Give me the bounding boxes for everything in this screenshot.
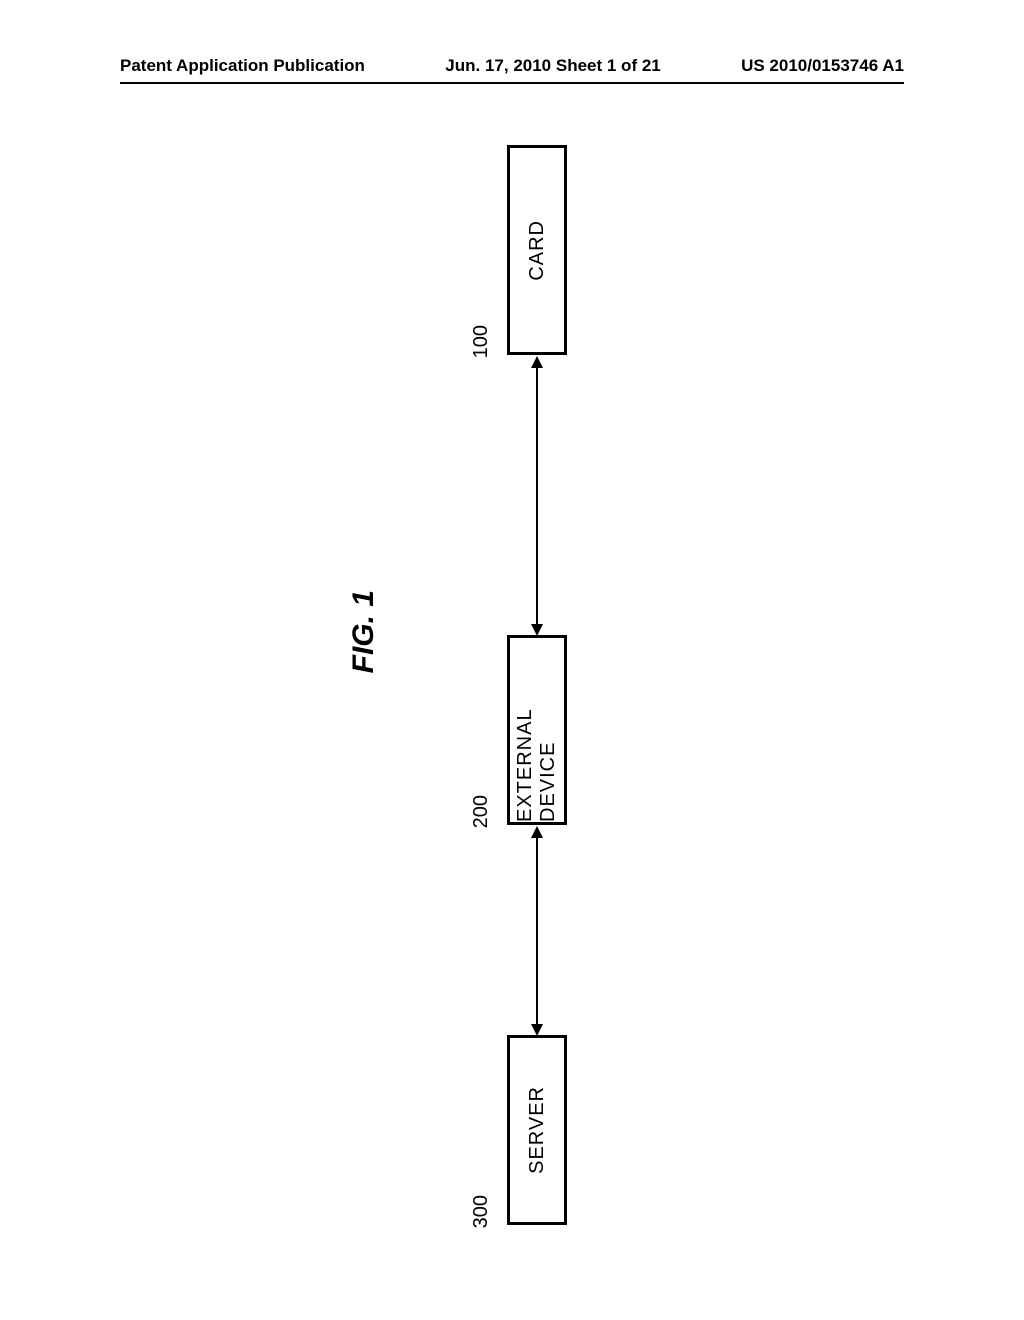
box-number-external-device: 200: [470, 795, 493, 828]
edge-line-1: [536, 366, 538, 624]
box-number-card: 100: [470, 325, 493, 358]
box-card: CARD: [507, 145, 567, 355]
box-label-card: CARD: [526, 220, 549, 281]
page-header: Patent Application Publication Jun. 17, …: [0, 56, 1024, 76]
box-label-server: SERVER: [526, 1086, 549, 1174]
edge-line-0: [536, 836, 538, 1024]
box-label-external-device: EXTERNAL DEVICE: [514, 638, 560, 822]
header-right: US 2010/0153746 A1: [741, 56, 904, 76]
header-left: Patent Application Publication: [120, 56, 365, 76]
box-number-server: 300: [470, 1195, 493, 1228]
box-external-device: EXTERNAL DEVICE: [507, 635, 567, 825]
arrow-head-bottom-1: [531, 624, 543, 636]
header-center: Jun. 17, 2010 Sheet 1 of 21: [445, 56, 660, 76]
arrow-head-top-1: [531, 356, 543, 368]
box-server: SERVER: [507, 1035, 567, 1225]
header-divider: [120, 82, 904, 84]
arrow-head-bottom-0: [531, 1024, 543, 1036]
arrow-head-top-0: [531, 826, 543, 838]
figure-title: FIG. 1: [347, 590, 381, 673]
